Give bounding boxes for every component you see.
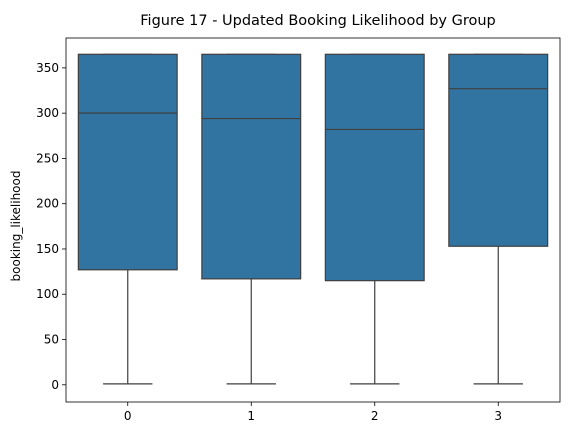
box-0 [77,53,178,271]
y-tick-label: 200 [36,197,59,211]
x-tick-label: 0 [124,409,132,423]
x-tick-label: 1 [247,409,255,423]
y-tick-label: 350 [36,61,59,75]
y-tick-label: 50 [44,333,59,347]
y-tick-label: 0 [51,378,59,392]
box-3 [448,53,549,247]
x-tick-label: 3 [494,409,502,423]
y-tick-label: 100 [36,287,59,301]
y-tick-label: 150 [36,242,59,256]
y-axis-label: booking_likelihood [9,171,23,282]
axes-frame [65,37,561,403]
box-2 [324,53,425,282]
y-tick-label: 250 [36,151,59,165]
plot-area: 0 50 100 150 200 250 300 350 0 1 2 3 [36,37,561,423]
chart-title: Figure 17 - Updated Booking Likelihood b… [140,13,495,29]
x-tick-label: 2 [371,409,379,423]
box-1 [201,53,302,280]
y-tick-label: 300 [36,106,59,120]
